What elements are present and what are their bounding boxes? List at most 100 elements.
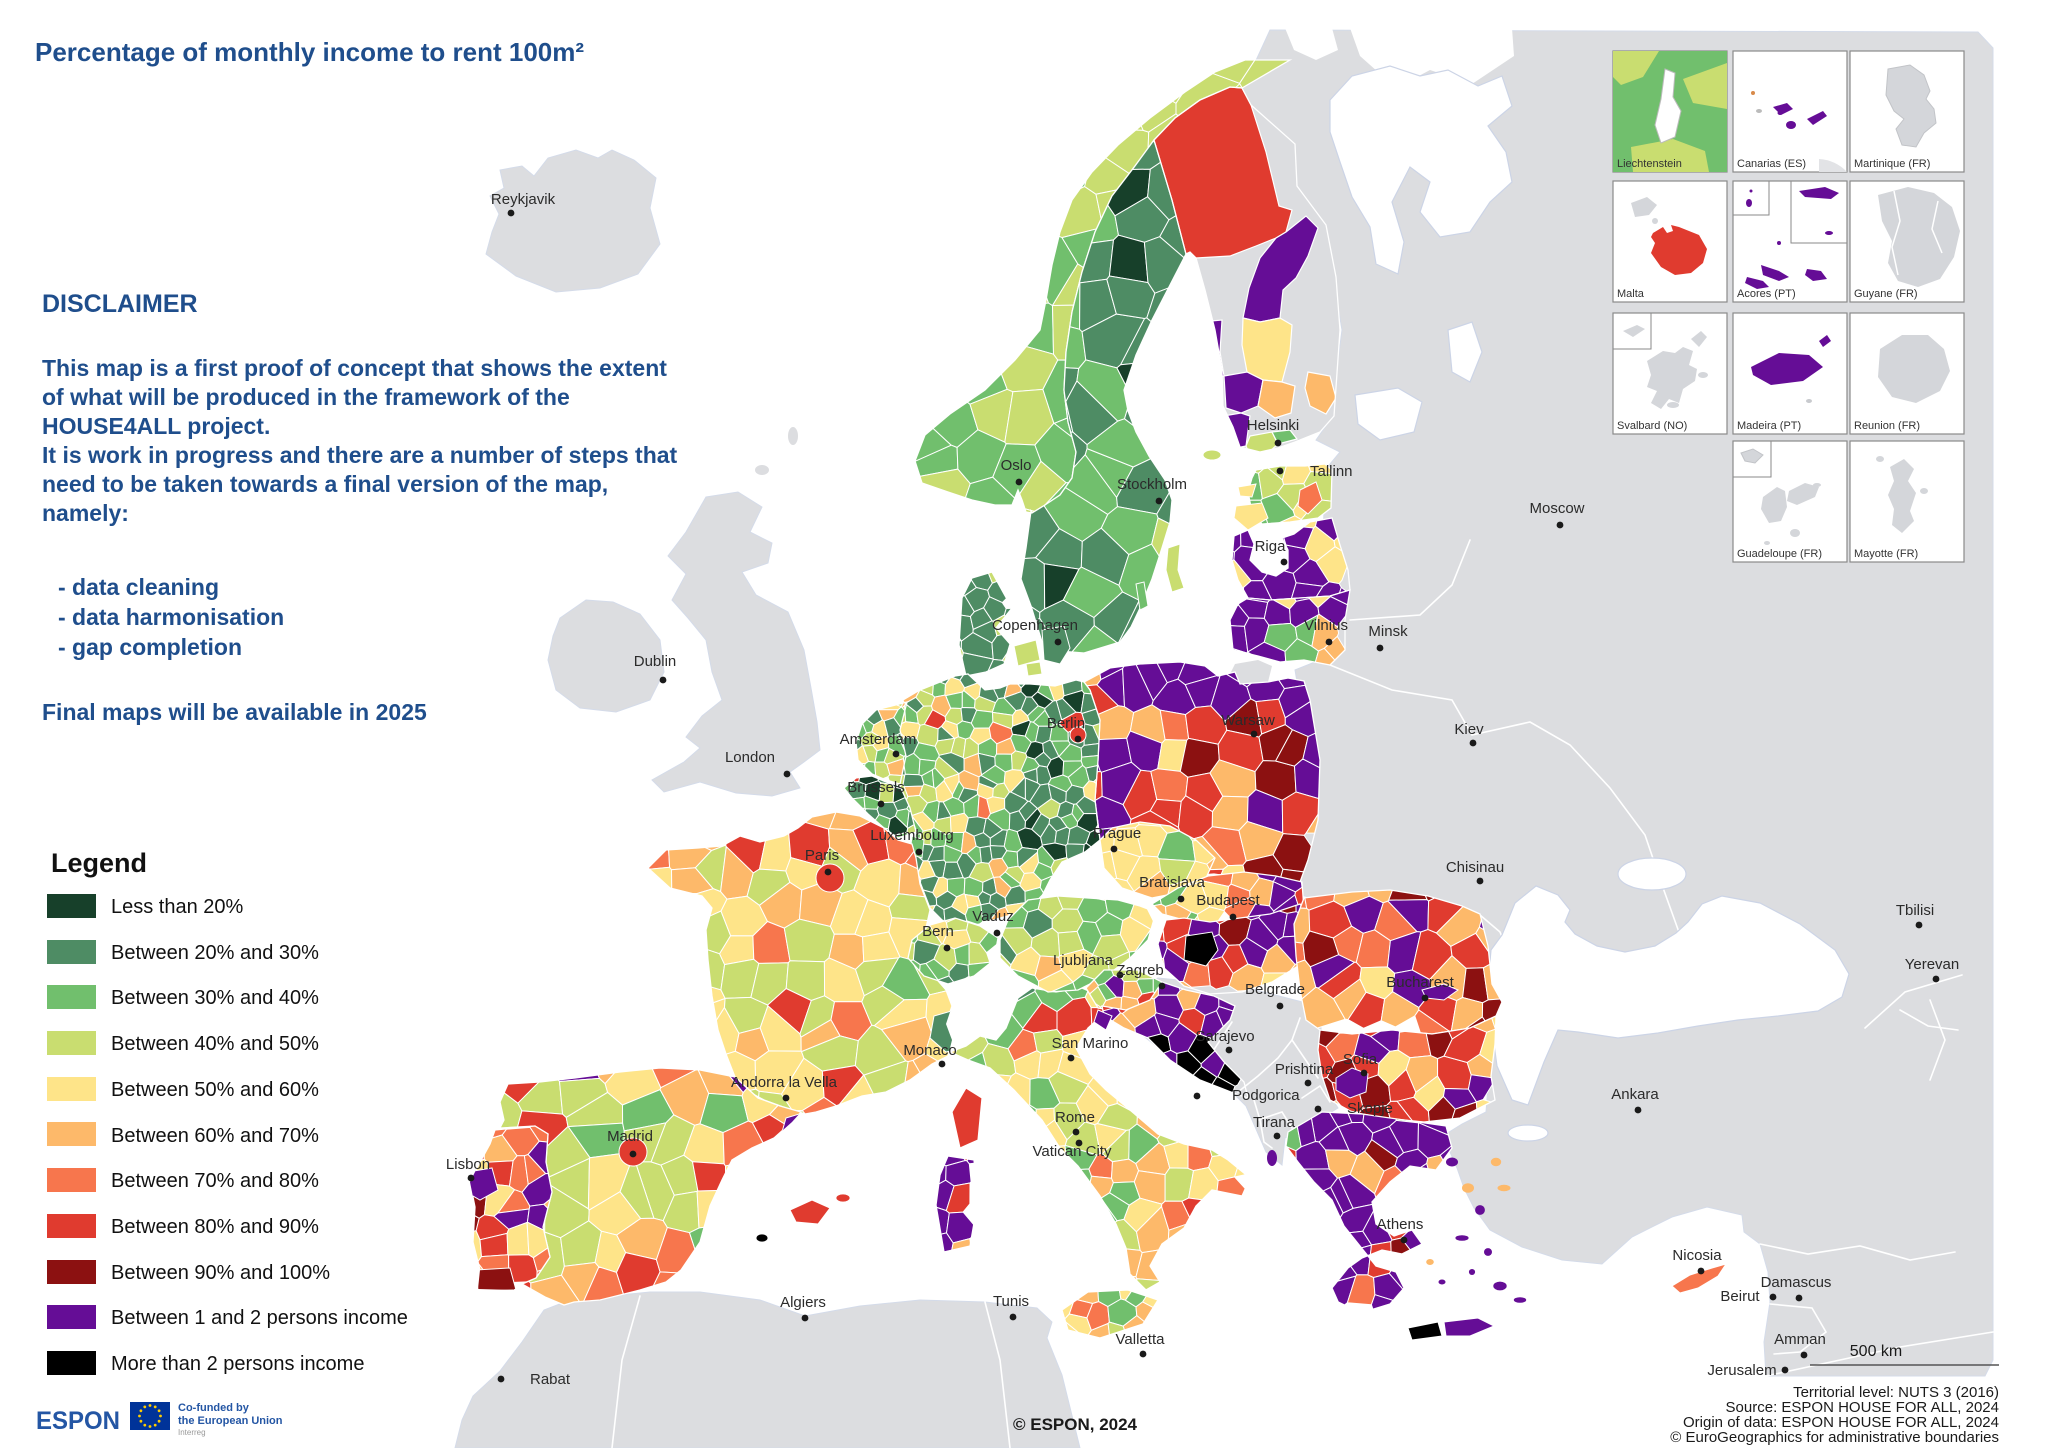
svg-text:Origin of data: ESPON HOUSE FO: Origin of data: ESPON HOUSE FOR ALL, 202… — [1683, 1414, 1999, 1431]
svg-text:Acores (PT): Acores (PT) — [1737, 288, 1796, 300]
svg-text:San Marino: San Marino — [1052, 1035, 1129, 1052]
svg-text:Less than 20%: Less than 20% — [111, 896, 244, 918]
svg-text:Belgrade: Belgrade — [1245, 981, 1305, 998]
svg-text:Minsk: Minsk — [1368, 623, 1408, 640]
svg-text:Jerusalem: Jerusalem — [1707, 1362, 1776, 1379]
svg-text:Madrid: Madrid — [607, 1128, 653, 1145]
svg-text:Kiev: Kiev — [1454, 721, 1484, 738]
svg-text:Warsaw: Warsaw — [1221, 712, 1275, 729]
svg-text:HOUSE4ALL project.: HOUSE4ALL project. — [42, 413, 270, 439]
svg-text:Territorial level: NUTS 3 (201: Territorial level: NUTS 3 (2016) — [1793, 1384, 1999, 1401]
svg-text:Madeira (PT): Madeira (PT) — [1737, 420, 1801, 432]
svg-text:Amman: Amman — [1774, 1331, 1826, 1348]
svg-text:Tirana: Tirana — [1253, 1114, 1296, 1131]
svg-text:of what will be produced in th: of what will be produced in the framewor… — [42, 384, 570, 410]
svg-text:Bucharest: Bucharest — [1386, 974, 1454, 991]
svg-text:Co-funded by: Co-funded by — [178, 1402, 250, 1414]
svg-text:Stockholm: Stockholm — [1117, 476, 1187, 493]
svg-text:Svalbard (NO): Svalbard (NO) — [1617, 420, 1687, 432]
svg-text:Sarajevo: Sarajevo — [1195, 1028, 1254, 1045]
svg-text:Valletta: Valletta — [1116, 1331, 1166, 1348]
svg-text:DISCLAIMER: DISCLAIMER — [42, 290, 198, 318]
svg-text:Monaco: Monaco — [903, 1042, 956, 1059]
svg-text:Canarias (ES): Canarias (ES) — [1737, 158, 1806, 170]
svg-text:Yerevan: Yerevan — [1905, 956, 1960, 973]
svg-text:Between 80% and 90%: Between 80% and 90% — [111, 1216, 319, 1238]
svg-text:Prague: Prague — [1093, 825, 1141, 842]
svg-text:namely:: namely: — [42, 500, 129, 526]
svg-text:Bratislava: Bratislava — [1139, 874, 1206, 891]
svg-text:Liechtenstein: Liechtenstein — [1617, 158, 1682, 170]
svg-text:Between 40% and 50%: Between 40% and 50% — [111, 1033, 319, 1055]
svg-text:Bern: Bern — [922, 923, 954, 940]
svg-text:© ESPON, 2024: © ESPON, 2024 — [1013, 1415, 1138, 1434]
svg-text:Damascus: Damascus — [1761, 1274, 1832, 1291]
svg-text:Mayotte (FR): Mayotte (FR) — [1854, 548, 1918, 560]
svg-text:- gap completion: - gap completion — [58, 634, 242, 660]
svg-text:Reunion (FR): Reunion (FR) — [1854, 420, 1920, 432]
svg-text:Prishtina: Prishtina — [1275, 1061, 1334, 1078]
svg-text:Tallinn: Tallinn — [1310, 463, 1353, 480]
svg-text:Algiers: Algiers — [780, 1294, 826, 1311]
svg-text:Between 1 and 2 persons income: Between 1 and 2 persons income — [111, 1307, 408, 1329]
svg-text:Final maps will be available i: Final maps will be available in 2025 — [42, 699, 427, 725]
svg-text:Riga: Riga — [1255, 538, 1287, 555]
svg-text:Ankara: Ankara — [1611, 1086, 1659, 1103]
svg-text:- data harmonisation: - data harmonisation — [58, 604, 284, 630]
svg-text:Moscow: Moscow — [1529, 500, 1584, 517]
svg-text:Chisinau: Chisinau — [1446, 859, 1504, 876]
svg-text:It is work in progress and the: It is work in progress and there are a n… — [42, 442, 678, 468]
svg-text:Oslo: Oslo — [1001, 457, 1032, 474]
svg-text:Podgorica: Podgorica — [1232, 1087, 1300, 1104]
svg-text:Lisbon: Lisbon — [446, 1156, 490, 1173]
svg-text:Guyane (FR): Guyane (FR) — [1854, 288, 1918, 300]
svg-text:Andorra la Vella: Andorra la Vella — [731, 1074, 838, 1091]
svg-text:Malta: Malta — [1617, 288, 1645, 300]
svg-text:Budapest: Budapest — [1196, 892, 1260, 909]
svg-text:Paris: Paris — [805, 847, 839, 864]
svg-text:Vilnius: Vilnius — [1304, 617, 1348, 634]
svg-text:Copenhagen: Copenhagen — [992, 617, 1078, 634]
svg-text:Sofia: Sofia — [1343, 1051, 1378, 1068]
svg-text:Rabat: Rabat — [530, 1371, 571, 1388]
svg-text:Martinique (FR): Martinique (FR) — [1854, 158, 1930, 170]
svg-text:Reykjavik: Reykjavik — [491, 191, 556, 208]
svg-text:More than 2 persons income: More than 2 persons income — [111, 1353, 364, 1375]
svg-text:Legend: Legend — [51, 848, 147, 878]
svg-text:Amsterdam: Amsterdam — [840, 731, 917, 748]
svg-text:Beirut: Beirut — [1720, 1288, 1760, 1305]
svg-text:Between 90% and 100%: Between 90% and 100% — [111, 1262, 330, 1284]
svg-text:Between 30% and 40%: Between 30% and 40% — [111, 987, 319, 1009]
svg-text:Ljubljana: Ljubljana — [1053, 952, 1114, 969]
svg-text:Rome: Rome — [1055, 1109, 1095, 1126]
svg-text:London: London — [725, 749, 775, 766]
svg-text:Between 50% and 60%: Between 50% and 60% — [111, 1079, 319, 1101]
svg-text:Nicosia: Nicosia — [1672, 1247, 1722, 1264]
svg-text:Source: ESPON HOUSE FOR ALL, 2: Source: ESPON HOUSE FOR ALL, 2024 — [1726, 1399, 1999, 1416]
svg-text:Skopje: Skopje — [1347, 1100, 1393, 1117]
svg-text:Dublin: Dublin — [634, 653, 677, 670]
svg-text:Brussels: Brussels — [847, 779, 905, 796]
svg-text:This map is a first proof of c: This map is a first proof of concept tha… — [42, 355, 667, 381]
svg-text:Between 70% and 80%: Between 70% and 80% — [111, 1170, 319, 1192]
svg-text:© EuroGeographics for administ: © EuroGeographics for administrative bou… — [1670, 1429, 1999, 1446]
svg-text:need to be taken towards a fin: need to be taken towards a final version… — [42, 471, 608, 497]
svg-text:Tunis: Tunis — [993, 1293, 1029, 1310]
svg-text:Between 60% and 70%: Between 60% and 70% — [111, 1125, 319, 1147]
svg-text:500 km: 500 km — [1850, 1343, 1902, 1360]
svg-text:Luxembourg: Luxembourg — [870, 827, 953, 844]
svg-text:the European Union: the European Union — [178, 1415, 283, 1427]
svg-text:- data cleaning: - data cleaning — [58, 574, 219, 600]
svg-text:Tbilisi: Tbilisi — [1896, 902, 1934, 919]
svg-text:Interreg: Interreg — [178, 1428, 206, 1437]
svg-text:Helsinki: Helsinki — [1247, 417, 1300, 434]
svg-text:ESPON: ESPON — [36, 1407, 120, 1435]
svg-text:Vaduz: Vaduz — [972, 908, 1013, 925]
svg-text:Percentage of monthly income t: Percentage of monthly income to rent 100… — [35, 37, 584, 67]
svg-text:Guadeloupe (FR): Guadeloupe (FR) — [1737, 548, 1822, 560]
svg-text:Zagreb: Zagreb — [1116, 962, 1164, 979]
svg-text:Vatican City: Vatican City — [1033, 1143, 1112, 1160]
svg-text:Athens: Athens — [1377, 1216, 1424, 1233]
svg-text:Berlin: Berlin — [1047, 715, 1085, 732]
svg-text:Between 20% and 30%: Between 20% and 30% — [111, 942, 319, 964]
